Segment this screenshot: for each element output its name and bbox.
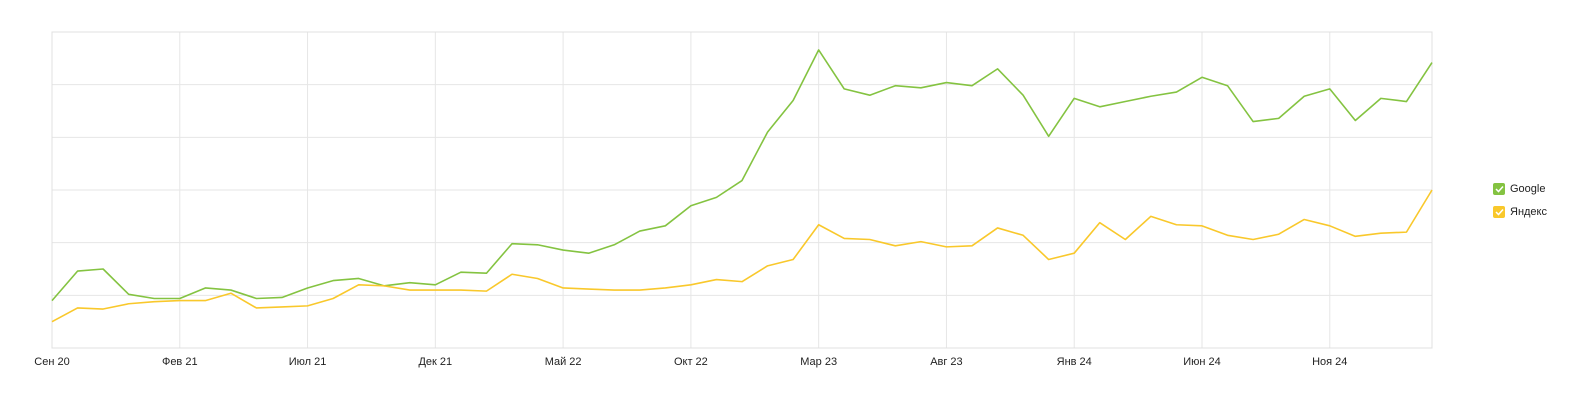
series-line: [51, 189, 1433, 323]
legend-check: [1495, 185, 1504, 193]
x-tick-label: Ноя 24: [1312, 356, 1347, 368]
series-line: [51, 49, 1433, 302]
legend-label: Яндекс: [1510, 206, 1547, 218]
x-tick-label: Мар 23: [800, 356, 837, 368]
x-tick-label: Май 22: [545, 356, 582, 368]
x-tick-label: Фев 21: [162, 356, 198, 368]
x-tick-label: Янв 24: [1057, 356, 1092, 368]
x-tick-label: Июн 24: [1183, 356, 1221, 368]
x-tick-label: Авг 23: [930, 356, 962, 368]
x-tick-label: Окт 22: [674, 356, 708, 368]
legend-label: Google: [1510, 183, 1545, 195]
x-tick-label: Июл 21: [289, 356, 327, 368]
legend-checkbox: [1493, 183, 1505, 195]
legend-checkbox: [1493, 206, 1505, 218]
legend-item[interactable]: Яндекс: [1493, 206, 1547, 218]
x-tick-label: Сен 20: [34, 356, 69, 368]
legend-item[interactable]: Google: [1493, 183, 1545, 195]
legend-check: [1495, 208, 1504, 216]
x-tick-label: Дек 21: [418, 356, 452, 368]
